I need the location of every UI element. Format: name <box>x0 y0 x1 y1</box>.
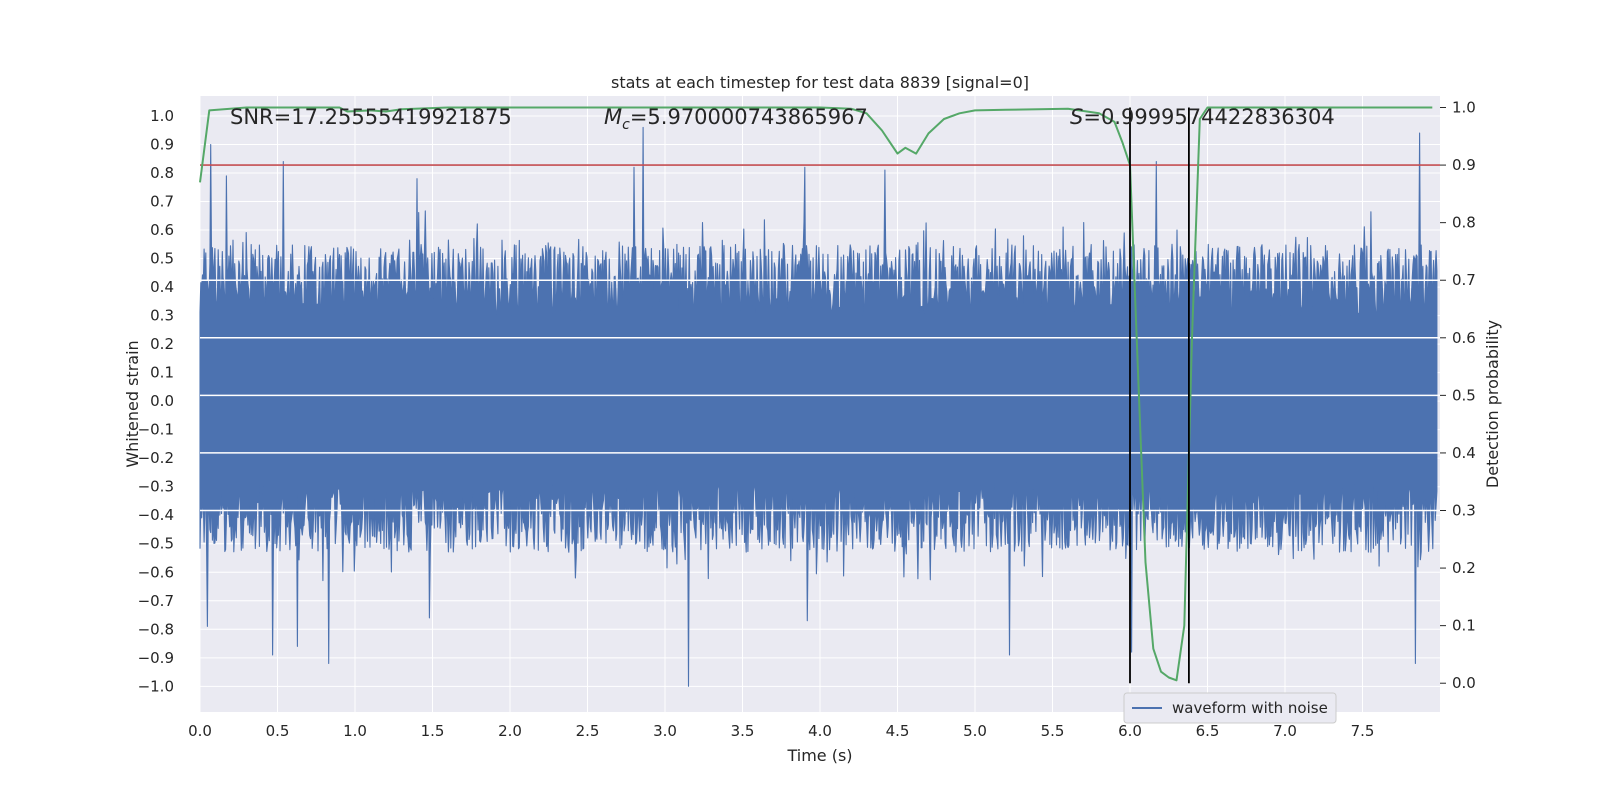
x-tick-label: 7.0 <box>1273 722 1297 740</box>
waveform-noise-path <box>199 126 1438 687</box>
y-left-tick-label: −0.4 <box>138 506 174 524</box>
y-left-tick-label: 0.9 <box>150 135 174 153</box>
y-right-tick-label: 0.2 <box>1452 559 1476 577</box>
chirp-mass-annotation: Mc=5.970000743865967 <box>604 105 868 133</box>
y-left-tick-label: −0.8 <box>138 620 174 638</box>
y-right-tick-label: 0.0 <box>1452 674 1476 692</box>
y-left-tick-label: 0.5 <box>150 250 174 268</box>
legend: waveform with noise <box>1123 692 1337 724</box>
y-right-tick-label: 0.8 <box>1452 214 1476 232</box>
y-right-tick-label: 0.5 <box>1452 386 1476 404</box>
y-left-tick-label: −1.0 <box>138 677 174 695</box>
detection-probability-line <box>199 106 1433 682</box>
chart-title: stats at each timestep for test data 883… <box>611 73 1029 92</box>
y-axis-label-right: Detection probability <box>1483 320 1502 488</box>
y-left-tick-label: 0.8 <box>150 164 174 182</box>
snr-annotation: SNR=17.25555419921875 <box>230 105 512 129</box>
x-tick-label: 5.0 <box>963 722 987 740</box>
probability-series <box>199 106 1433 682</box>
white-horizontal-lines <box>200 279 1440 512</box>
y-left-tick-label: −0.2 <box>138 449 174 467</box>
y-left-tick-label: 0.4 <box>150 278 174 296</box>
x-tick-label: 4.5 <box>886 722 910 740</box>
y-left-tick-label: 1.0 <box>150 107 174 125</box>
y-left-tick-label: −0.9 <box>138 649 174 667</box>
y-right-tick-label: 0.7 <box>1452 271 1476 289</box>
x-tick-label: 1.5 <box>421 722 445 740</box>
tick-labels: 0.0 0.5 1.0 1.5 2.0 2.5 3.0 3.5 4.0 4.5 5.0 5.5 6.0 6… <box>138 99 1476 740</box>
x-tick-label: 0.0 <box>188 722 212 740</box>
x-tick-label: 6.0 <box>1118 722 1142 740</box>
y-left-tick-label: 0.2 <box>150 335 174 353</box>
y-left-tick-label: −0.5 <box>138 535 174 553</box>
y-right-tick-label: 0.4 <box>1452 444 1476 462</box>
x-tick-label: 0.5 <box>266 722 290 740</box>
y-left-tick-label: −0.7 <box>138 592 174 610</box>
y-right-tick-label: 0.6 <box>1452 329 1476 347</box>
y-left-tick-label: 0.6 <box>150 221 174 239</box>
y-left-tick-label: 0.7 <box>150 193 174 211</box>
y-right-tick-label: 0.1 <box>1452 617 1476 635</box>
waveform-series <box>199 126 1438 687</box>
y-left-tick-label: 0.1 <box>150 364 174 382</box>
x-tick-label: 5.5 <box>1041 722 1065 740</box>
x-tick-label: 4.0 <box>808 722 832 740</box>
x-tick-label: 2.0 <box>498 722 522 740</box>
x-tick-label: 6.5 <box>1196 722 1220 740</box>
y-left-tick-label: −0.6 <box>138 563 174 581</box>
y-right-tick-label: 0.9 <box>1452 156 1476 174</box>
x-tick-label: 3.5 <box>731 722 755 740</box>
x-axis-label: Time (s) <box>786 746 852 765</box>
y-left-tick-label: 0.0 <box>150 392 174 410</box>
s-annotation: S=0.9999574422836304 <box>1070 105 1335 129</box>
x-tick-label: 7.5 <box>1351 722 1375 740</box>
legend-label-waveform: waveform with noise <box>1172 699 1328 717</box>
x-tick-label: 2.5 <box>576 722 600 740</box>
y-axis-label-left: Whitened strain <box>123 340 142 467</box>
x-tick-label: 3.0 <box>653 722 677 740</box>
y-right-tick-label: 1.0 <box>1452 99 1476 117</box>
legend-box <box>1123 692 1337 724</box>
y-right-tick-label: 0.3 <box>1452 502 1476 520</box>
x-tick-label: 1.0 <box>343 722 367 740</box>
event-marker-lines <box>1129 107 1190 684</box>
y-left-tick-label: −0.3 <box>138 478 174 496</box>
y-left-tick-label: 0.3 <box>150 307 174 325</box>
y-left-tick-label: −0.1 <box>138 421 174 439</box>
